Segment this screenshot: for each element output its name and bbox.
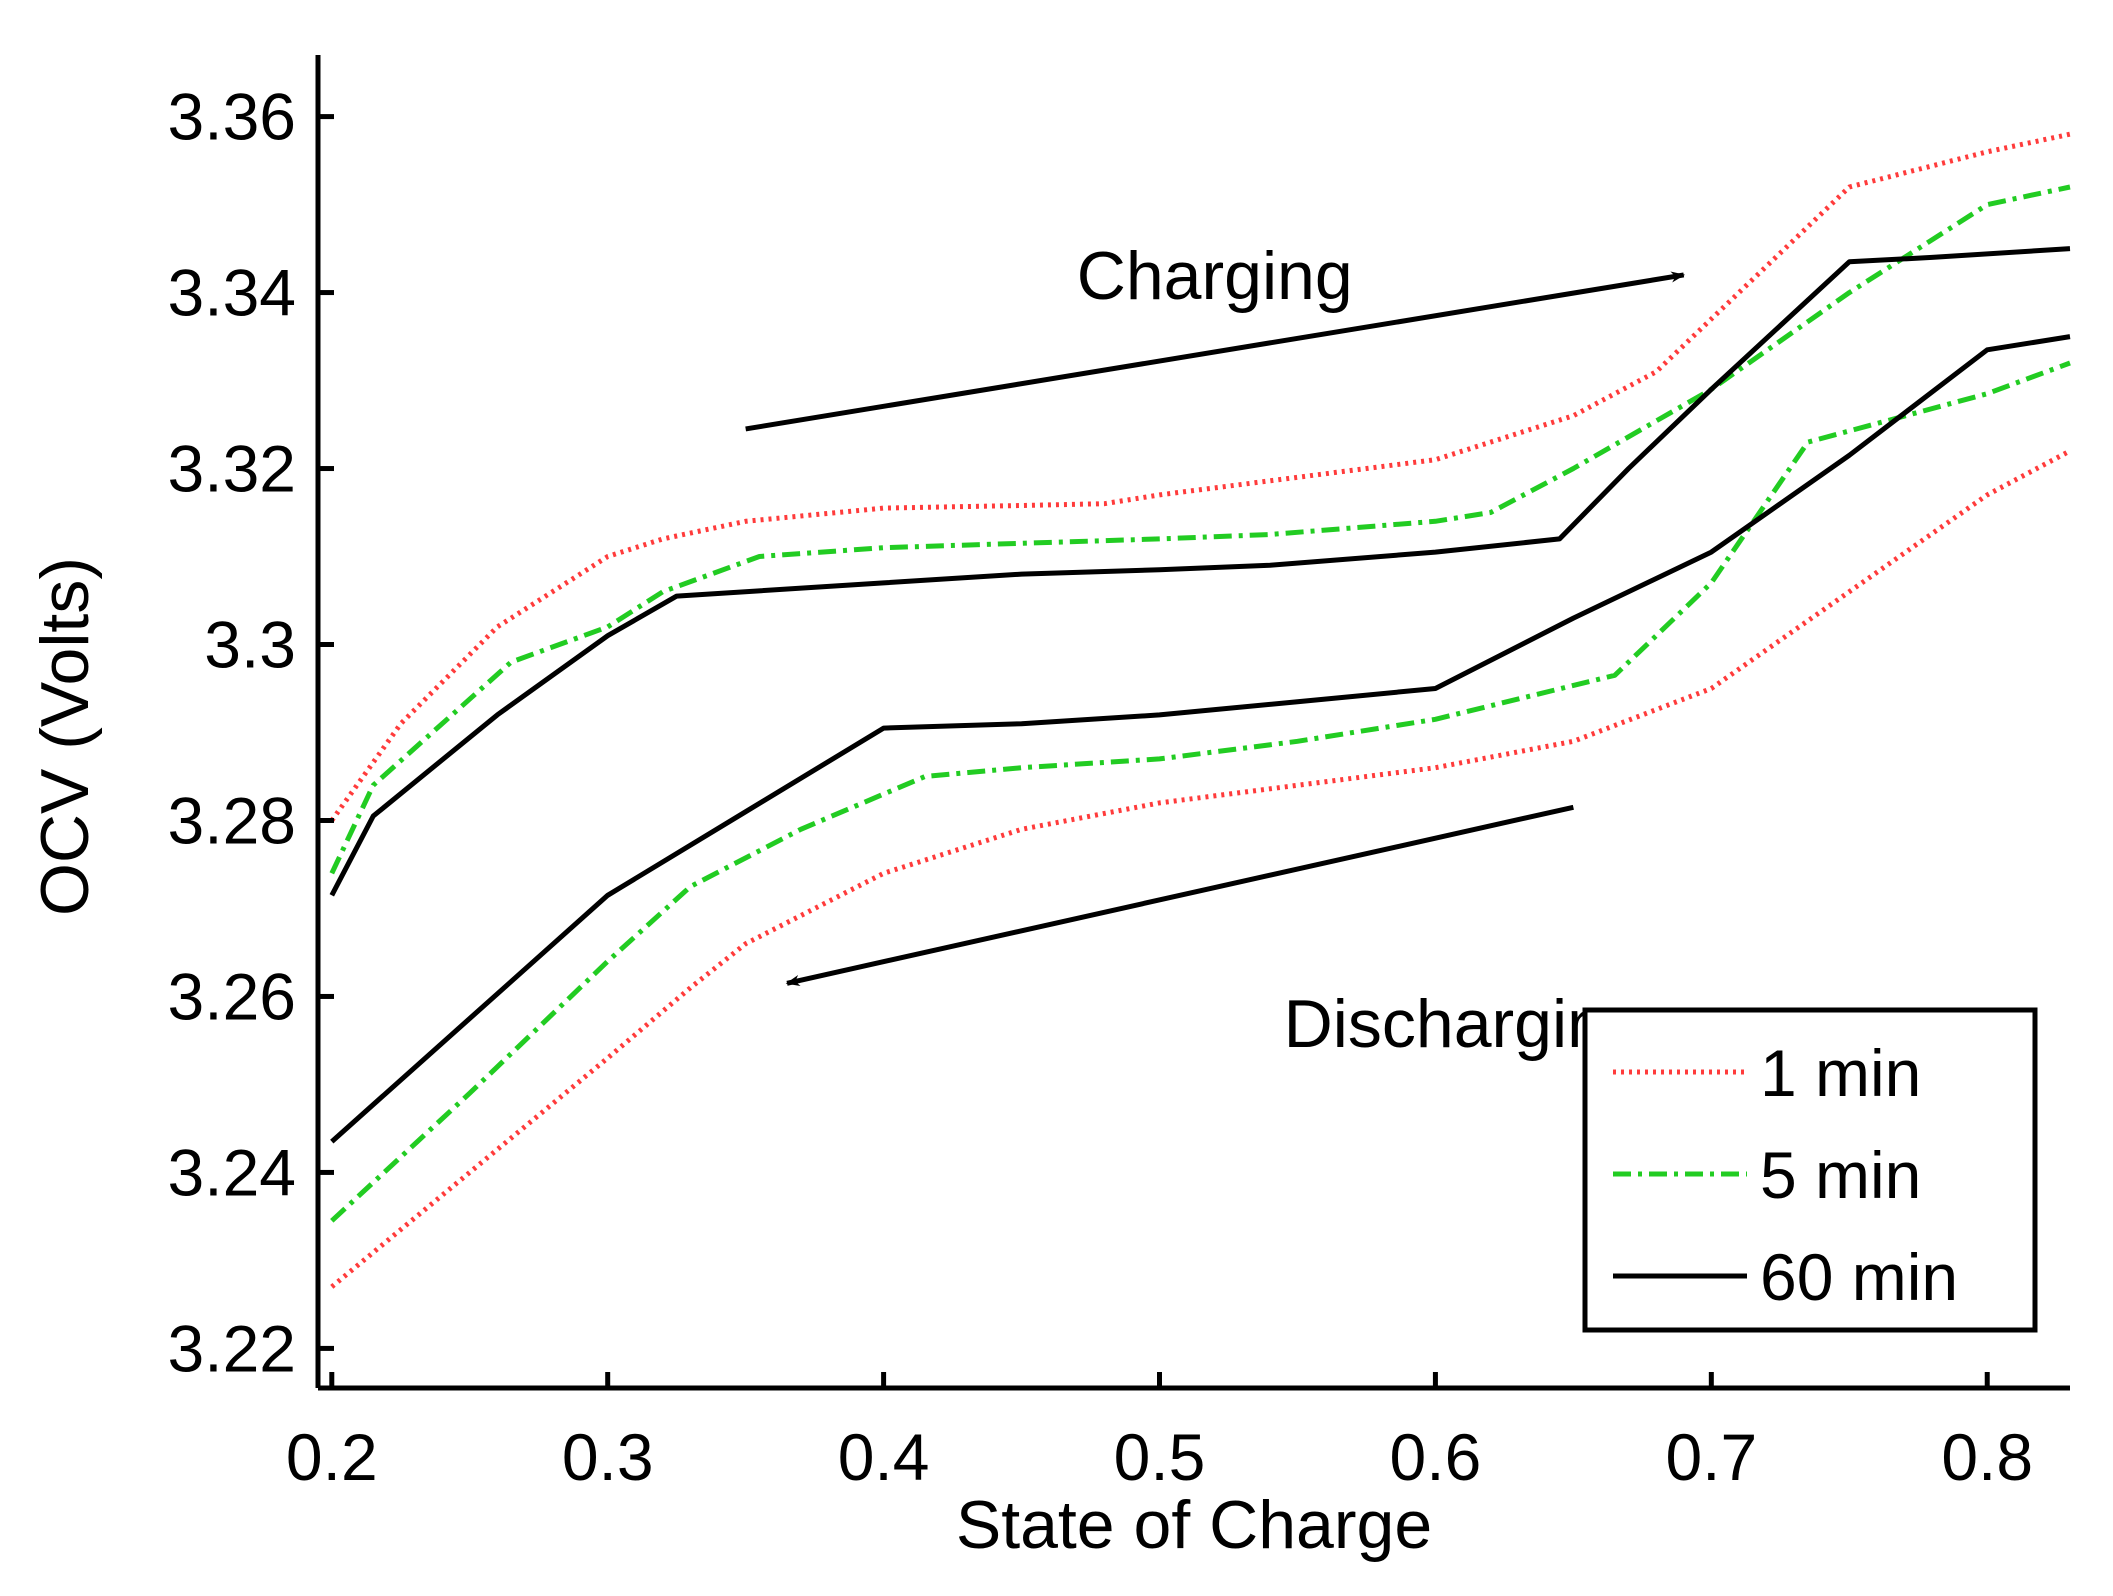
x-tick-label: 0.8	[1941, 1420, 2033, 1494]
charging-arrow	[745, 271, 1686, 432]
x-tick-label: 0.6	[1390, 1420, 1482, 1494]
series-line-5min-lower	[330, 360, 2071, 1223]
y-tick-label: 3.28	[168, 783, 296, 857]
x-tick-label: 0.7	[1665, 1420, 1757, 1494]
series-line-60min-upper	[329, 246, 2071, 897]
series-line-5min-upper	[329, 184, 2071, 875]
x-axis-label: State of Charge	[956, 1487, 1432, 1563]
tick-marks	[318, 114, 1990, 1388]
plot-lines	[329, 131, 2072, 1289]
y-tick-label: 3.36	[168, 80, 296, 154]
y-tick-label: 3.26	[168, 959, 296, 1033]
series-line-1min-lower	[330, 448, 2072, 1289]
series-line-60min-lower	[330, 334, 2071, 1144]
y-tick-label: 3.34	[168, 256, 296, 330]
series-line-1min-upper	[329, 131, 2071, 822]
y-tick-label: 3.22	[168, 1311, 296, 1385]
x-tick-label: 0.3	[562, 1420, 654, 1494]
y-tick-label: 3.24	[168, 1135, 296, 1209]
legend-entry-5min: 5 min	[1760, 1138, 1921, 1212]
x-tick-label: 0.4	[838, 1420, 930, 1494]
charging-annotation: Charging	[1077, 238, 1353, 314]
y-tick-label: 3.3	[204, 608, 296, 682]
legend: 1 min 5 min 60 min	[1582, 1007, 2038, 1333]
legend-entry-60min: 60 min	[1760, 1240, 1958, 1314]
discharging-arrow	[785, 804, 1574, 986]
x-tick-label: 0.5	[1114, 1420, 1206, 1494]
x-tick-label: 0.2	[286, 1420, 378, 1494]
legend-entry-1min: 1 min	[1760, 1036, 1921, 1110]
y-tick-label: 3.32	[168, 432, 296, 506]
y-axis-label: OCV (Volts)	[27, 557, 103, 916]
